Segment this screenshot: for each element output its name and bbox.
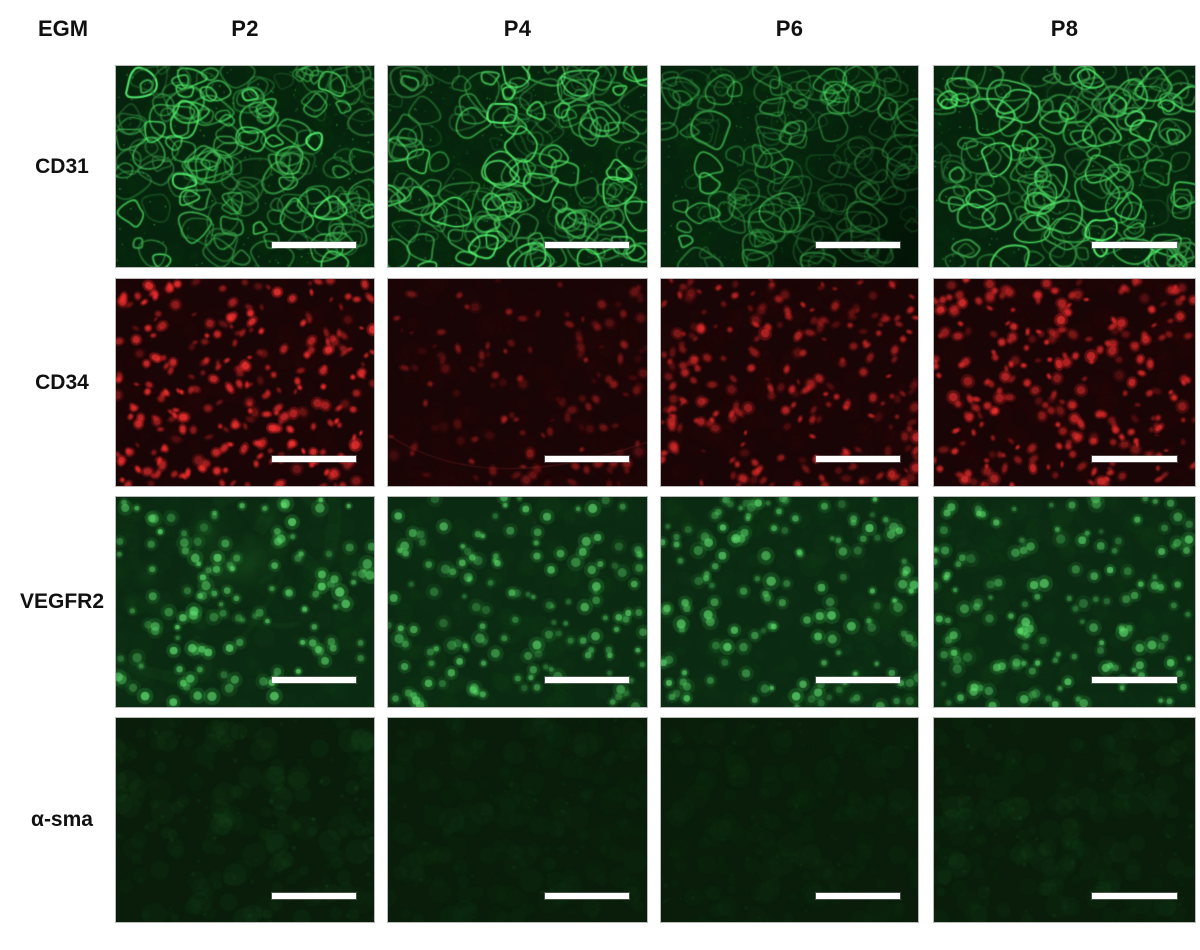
scale-bar xyxy=(272,676,356,683)
row-label-cd31: CD31 xyxy=(35,154,89,178)
micrograph-image xyxy=(116,279,374,486)
scale-bar xyxy=(1091,892,1177,899)
micrograph-image xyxy=(661,66,918,267)
micrograph-image xyxy=(388,66,647,267)
micrograph-image xyxy=(388,718,647,922)
micrograph-cd34-p2 xyxy=(115,278,375,487)
scale-bar xyxy=(272,456,356,463)
micrograph-vegfr2-p4 xyxy=(387,496,648,708)
micrograph-image xyxy=(934,66,1195,267)
micrograph-image xyxy=(934,497,1195,707)
scale-bar xyxy=(816,676,900,683)
row-label-cd34: CD34 xyxy=(35,370,89,394)
micrograph-asma-p8 xyxy=(933,717,1196,923)
column-header-p2: P2 xyxy=(231,16,259,41)
micrograph-image xyxy=(934,279,1195,486)
scale-bar xyxy=(816,892,900,899)
row-label-asma: α-sma xyxy=(31,808,93,831)
scale-bar xyxy=(816,456,900,463)
micrograph-image xyxy=(388,497,647,707)
micrograph-image xyxy=(661,718,918,922)
micrograph-cd31-p4 xyxy=(387,65,648,268)
micrograph-cd31-p6 xyxy=(660,65,919,268)
micrograph-vegfr2-p8 xyxy=(933,496,1196,708)
scale-bar xyxy=(272,241,356,248)
micrograph-cd31-p2 xyxy=(115,65,375,268)
column-header-p4: P4 xyxy=(503,16,532,41)
scale-bar xyxy=(1091,676,1177,683)
condition-label: EGM xyxy=(37,16,89,41)
column-header-p8: P8 xyxy=(1050,16,1079,41)
micrograph-image xyxy=(388,279,647,486)
micrograph-asma-p6 xyxy=(660,717,919,923)
scale-bar xyxy=(544,676,629,683)
scale-bar xyxy=(544,456,629,463)
scale-bar xyxy=(1091,456,1177,463)
scale-bar xyxy=(544,892,629,899)
micrograph-cd34-p4 xyxy=(387,278,648,487)
micrograph-vegfr2-p6 xyxy=(660,496,919,708)
micrograph-image xyxy=(116,66,374,267)
column-header-p6: P6 xyxy=(775,16,804,41)
scale-bar xyxy=(816,241,900,248)
micrograph-asma-p2 xyxy=(115,717,375,923)
micrograph-cd34-p8 xyxy=(933,278,1196,487)
micrograph-cd34-p6 xyxy=(660,278,919,487)
scale-bar xyxy=(272,892,356,899)
micrograph-image xyxy=(661,279,918,486)
micrograph-cd31-p8 xyxy=(933,65,1196,268)
micrograph-image xyxy=(116,497,374,707)
micrograph-asma-p4 xyxy=(387,717,648,923)
micrograph-vegfr2-p2 xyxy=(115,496,375,708)
micrograph-image xyxy=(116,718,374,922)
scale-bar xyxy=(1091,241,1177,248)
scale-bar xyxy=(544,241,629,248)
micrograph-image xyxy=(661,497,918,707)
row-label-vegfr2: VEGFR2 xyxy=(19,590,105,613)
micrograph-image xyxy=(934,718,1195,922)
